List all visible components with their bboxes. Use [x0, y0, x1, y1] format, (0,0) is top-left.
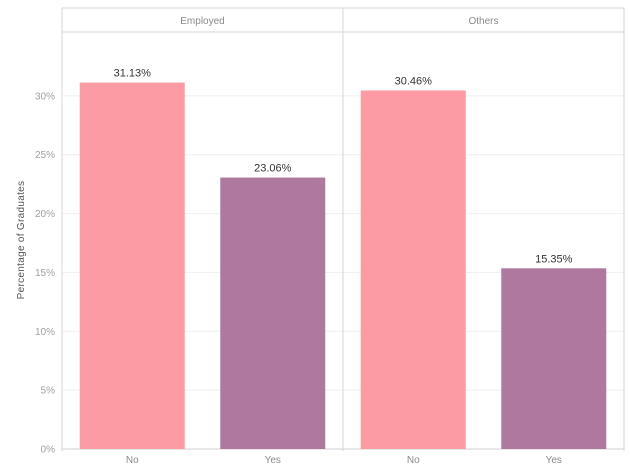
data-labels: 31.13% 23.06% 30.46% 15.35%: [114, 68, 573, 266]
y-axis-title: Percentage of Graduates: [16, 181, 27, 300]
panel-header: Others: [468, 16, 498, 27]
bar: [79, 82, 185, 450]
category-label: Yes: [546, 455, 562, 466]
y-tick-label: 0%: [41, 445, 56, 456]
bar: [501, 268, 607, 449]
category-label: No: [407, 455, 420, 466]
data-label: 30.46%: [395, 75, 433, 87]
y-tick-label: 20%: [35, 209, 55, 220]
y-axis-ticks: 0% 5% 10% 15% 20% 25% 30%: [35, 91, 55, 455]
y-tick-label: 5%: [41, 386, 56, 397]
y-tick-label: 25%: [35, 150, 55, 161]
category-label: No: [126, 455, 139, 466]
category-label: Yes: [265, 455, 281, 466]
data-label: 15.35%: [535, 253, 573, 265]
bars: [79, 82, 607, 450]
panel-header: Employed: [180, 16, 224, 27]
bar: [220, 177, 326, 450]
y-tick-label: 10%: [35, 327, 55, 338]
panel-headers: Employed Others: [180, 16, 498, 27]
data-label: 23.06%: [254, 163, 292, 175]
y-tick-label: 30%: [35, 91, 55, 102]
y-tick-label: 15%: [35, 268, 55, 279]
bar: [360, 90, 466, 449]
x-axis-categories: No Yes No Yes: [126, 455, 562, 466]
data-label: 31.13%: [114, 68, 152, 80]
